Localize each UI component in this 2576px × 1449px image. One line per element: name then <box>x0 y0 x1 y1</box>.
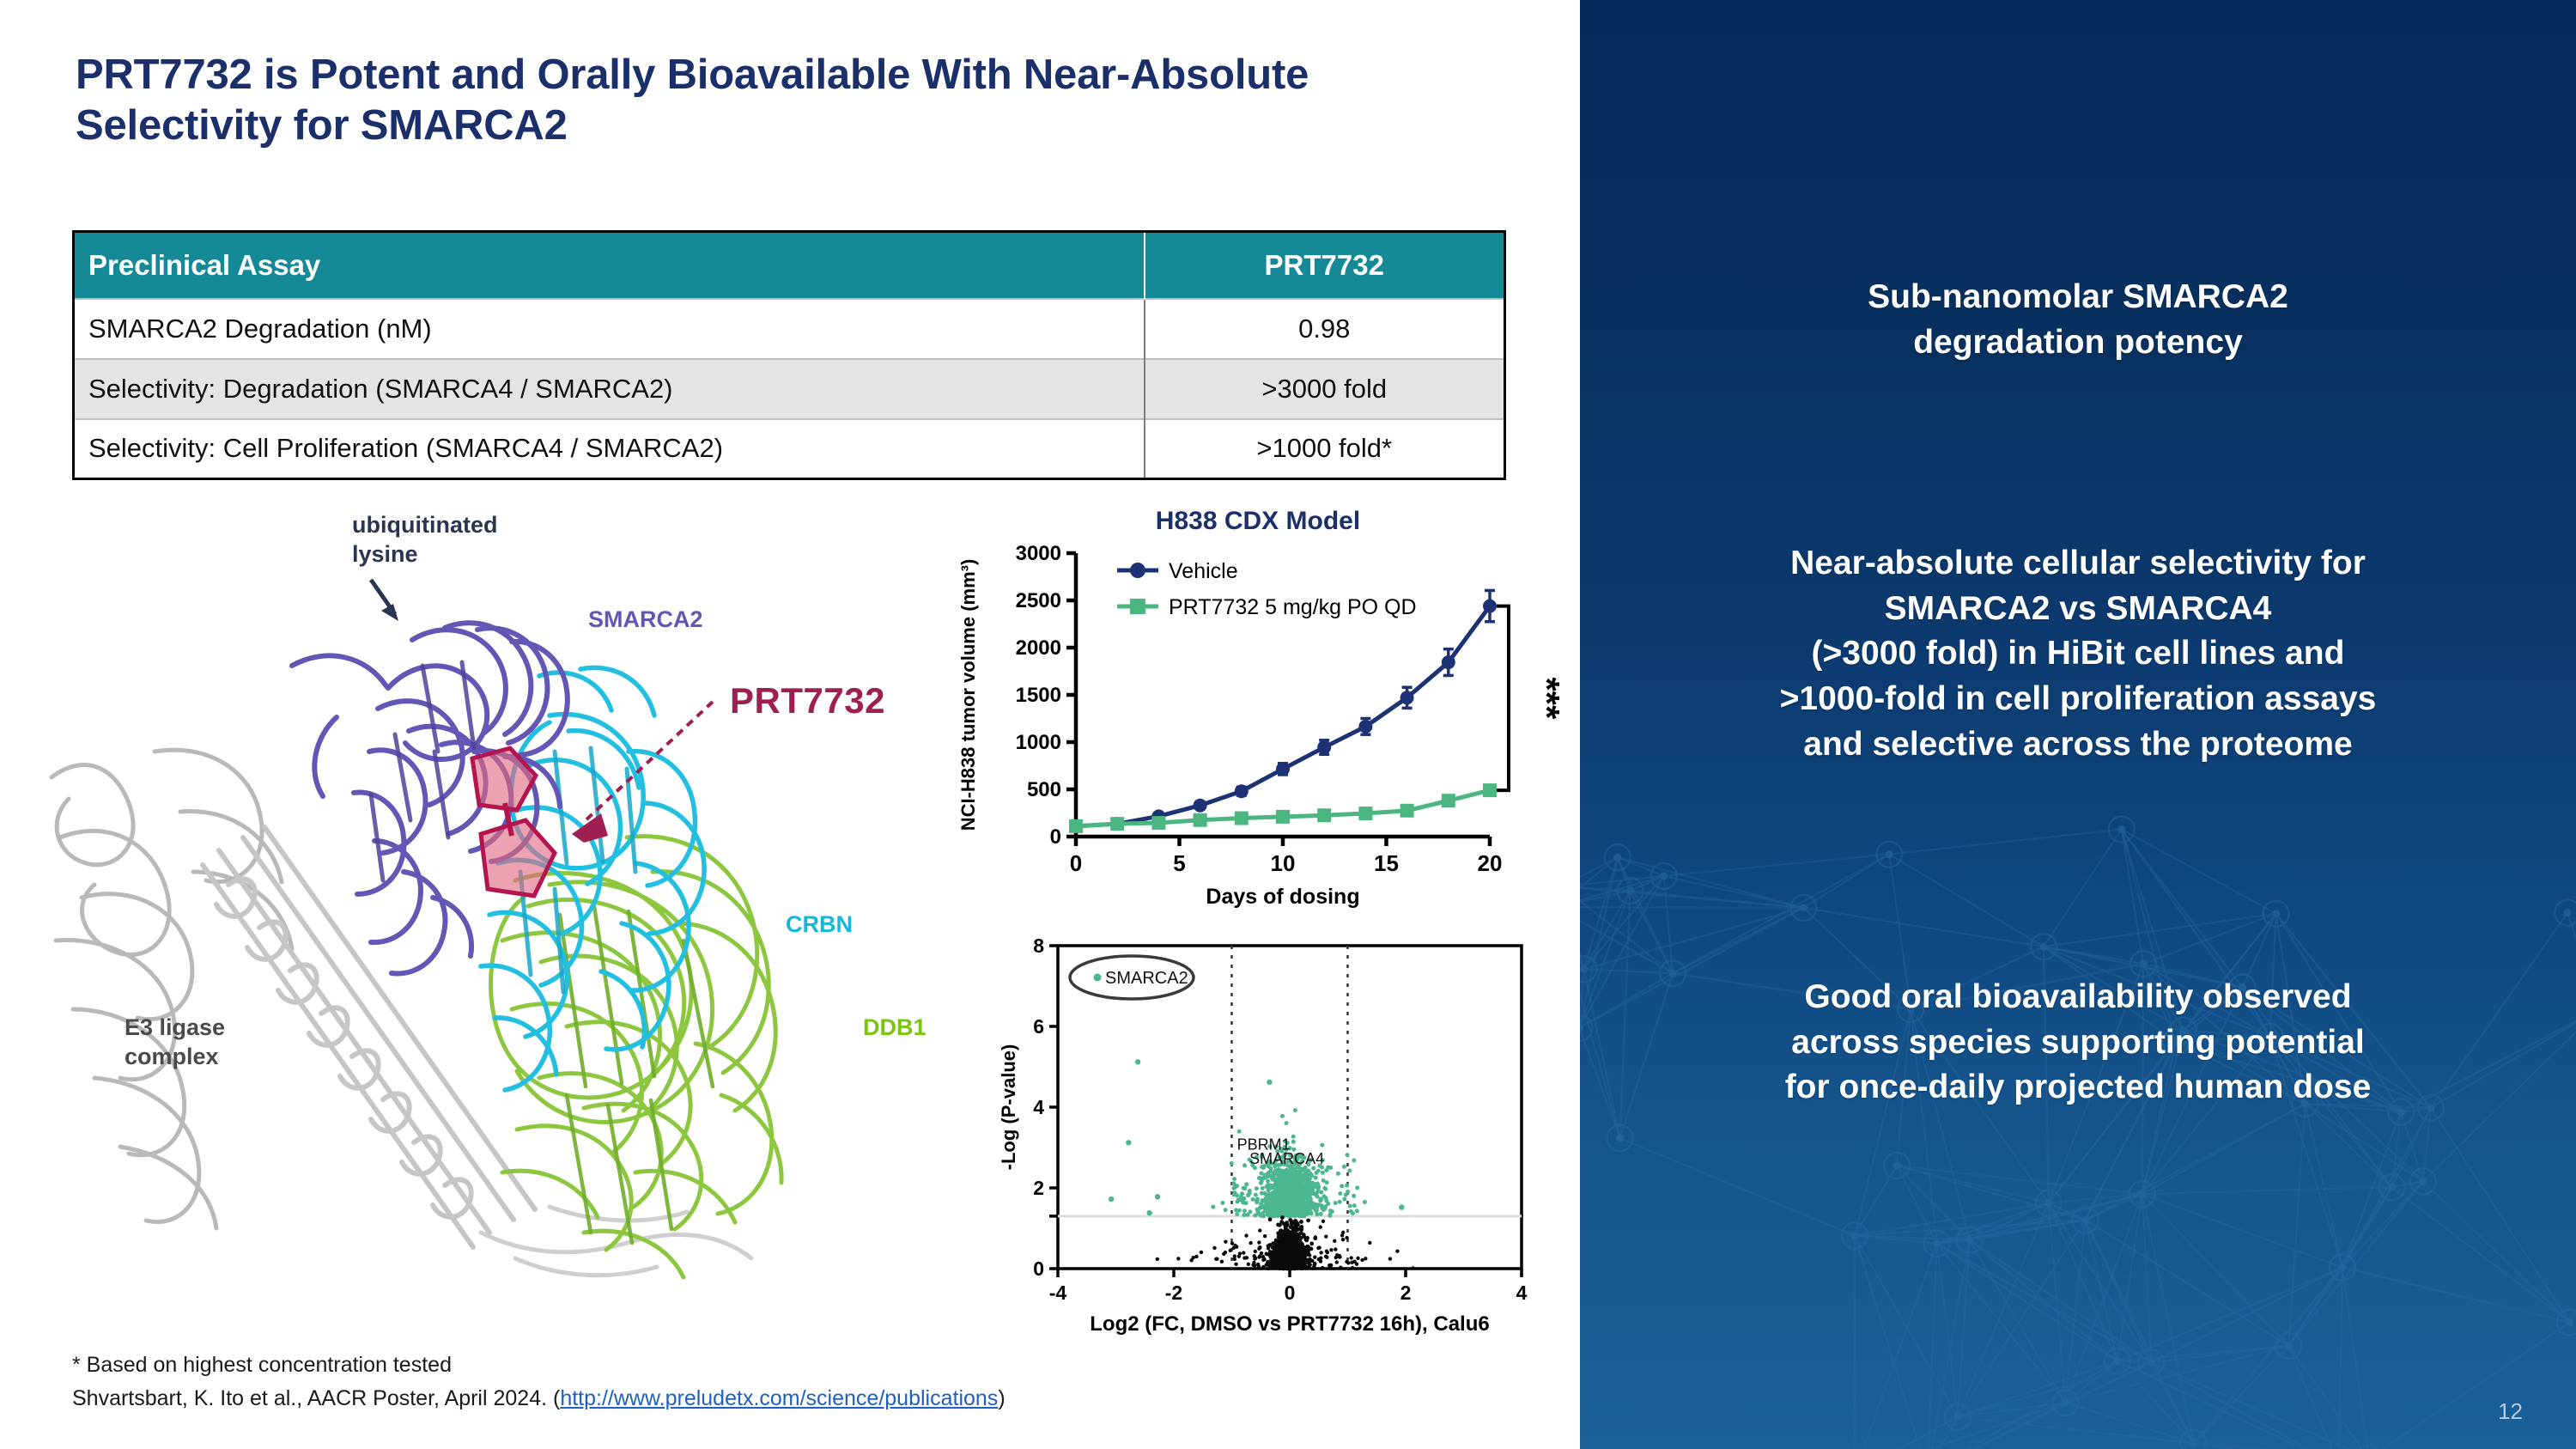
svg-text:PBRM1: PBRM1 <box>1237 1135 1291 1153</box>
summary-block-potency: Sub-nanomolar SMARCA2 degradation potenc… <box>1868 278 2288 361</box>
cell-assay-name: Selectivity: Cell Proliferation (SMARCA4… <box>73 417 1145 479</box>
proteomics-volcano-scatter: -4 -2 0 2 4 0 2 4 6 8 -Log (P-value) Log2 (FC, DMSO… <box>998 935 1528 1336</box>
svg-text:3000: 3000 <box>1016 542 1061 565</box>
svg-text:Log2 (FC, DMSO vs PRT7732 16h): Log2 (FC, DMSO vs PRT7732 16h), Calu6 <box>1090 1312 1489 1336</box>
svg-text:2000: 2000 <box>1016 636 1061 660</box>
page-title: PRT7732 is Potent and Orally Bioavailabl… <box>76 52 1309 149</box>
cell-assay-value: >1000 fold* <box>1143 417 1505 479</box>
svg-text:0: 0 <box>1033 1257 1044 1280</box>
label-e3-ligase-complex: E3 ligase complex <box>125 1014 226 1069</box>
label-prt7732: PRT7732 <box>730 680 885 721</box>
svg-text:***: *** <box>1527 677 1567 720</box>
svg-text:1000: 1000 <box>1016 731 1061 754</box>
svg-text:1500: 1500 <box>1016 684 1061 707</box>
column-header-prt7732: PRT7732 <box>1143 231 1505 299</box>
right-summary-pane: Sub-nanomolar SMARCA2 degradation potenc… <box>1580 0 2576 1449</box>
label-crbn: CRBN <box>786 911 853 937</box>
ddb1-ribbon-shade <box>557 904 715 1245</box>
e3-lower-coils <box>478 1204 754 1278</box>
label-ubiquitinated-lysine: ubiquitinated lysine <box>352 512 498 567</box>
prt7732-pointer-arrow <box>572 700 714 843</box>
svg-text:-Log (P-value): -Log (P-value) <box>998 1044 1019 1171</box>
svg-text:2500: 2500 <box>1016 589 1061 612</box>
svg-text:-4: -4 <box>1049 1282 1067 1304</box>
svg-text:0: 0 <box>1050 825 1061 849</box>
table-row: Selectivity: Degradation (SMARCA4 / SMAR… <box>73 357 1505 419</box>
cell-assay-value: >3000 fold <box>1143 357 1505 419</box>
network-pattern-background <box>1580 815 2576 1449</box>
summary-block-selectivity: Near-absolute cellular selectivity for S… <box>1779 545 2377 763</box>
svg-text:2: 2 <box>1033 1177 1044 1199</box>
svg-text:SMARCA2: SMARCA2 <box>1105 969 1188 988</box>
cell-assay-name: SMARCA2 Degradation (nM) <box>73 297 1145 359</box>
svg-text:2: 2 <box>1400 1282 1412 1304</box>
svg-text:4: 4 <box>1033 1096 1044 1118</box>
e3-ligase-ribbon <box>49 747 295 1231</box>
table-row: Selectivity: Cell Proliferation (SMARCA4… <box>73 417 1505 479</box>
svg-text:6: 6 <box>1033 1015 1044 1038</box>
footer: * Based on highest concentration tested … <box>72 1349 1005 1416</box>
page-number: 12 <box>2498 1398 2523 1424</box>
e3-helix-bundle <box>200 825 538 1250</box>
svg-text:15: 15 <box>1374 850 1399 876</box>
footnote-concentration: * Based on highest concentration tested <box>72 1353 452 1377</box>
protein-structure-figure: ubiquitinated lysine SMARCA2 PRT7732 CRB… <box>34 494 979 1310</box>
cell-assay-name: Selectivity: Degradation (SMARCA4 / SMAR… <box>73 357 1145 419</box>
svg-text:-2: -2 <box>1165 1282 1182 1304</box>
svg-text:500: 500 <box>1027 778 1061 801</box>
column-header-assay: Preclinical Assay <box>73 231 1145 299</box>
svg-text:Vehicle: Vehicle <box>1169 559 1238 583</box>
svg-text:SMARCA4: SMARCA4 <box>1249 1150 1324 1167</box>
volcano-plot: -4 -2 0 2 4 0 2 4 6 8 -Log (P-value) Log2 (FC, DMSO… <box>996 923 1563 1353</box>
left-content-pane: PRT7732 is Potent and Orally Bioavailabl… <box>34 52 1567 1416</box>
summary-block-bioavailability: Good oral bioavailability observed acros… <box>1784 978 2372 1106</box>
svg-text:NCI-H838 tumor volume (mm³): NCI-H838 tumor volume (mm³) <box>957 559 979 831</box>
cell-assay-value: 0.98 <box>1143 297 1505 359</box>
protein-ribbon-diagram <box>49 578 784 1280</box>
citation-prefix: Shvartsbart, K. Ito et al., AACR Poster,… <box>72 1385 561 1410</box>
ubiquitinated-lysine-arrow <box>368 578 398 621</box>
tumor-volume-chart: H838 CDX Model 0 500 1000 1500 2000 2500 3000 0… <box>949 507 1567 910</box>
table-header-row: Preclinical Assay PRT7732 <box>73 231 1505 299</box>
label-ddb1: DDB1 <box>863 1014 927 1040</box>
svg-text:5: 5 <box>1173 850 1185 876</box>
smarca2-ribbon-shade <box>368 660 477 883</box>
svg-text:Days of dosing: Days of dosing <box>1206 885 1359 909</box>
significant-points <box>1108 1059 1405 1219</box>
citation-suffix: ) <box>998 1385 1005 1410</box>
prt7732-ligand <box>470 746 557 898</box>
chart-title-h838: H838 CDX Model <box>1155 507 1361 535</box>
h838-cdx-line-plot: 0 500 1000 1500 2000 2500 3000 0 5 10 15 20 NCI-H838… <box>957 542 1567 909</box>
preclinical-assay-table: Preclinical Assay PRT7732 SMARCA2 Degrad… <box>72 230 1506 480</box>
svg-text:0: 0 <box>1070 850 1082 876</box>
citation-link[interactable]: http://www.preludetx.com/science/publica… <box>560 1385 999 1410</box>
svg-text:0: 0 <box>1285 1282 1296 1304</box>
table-row: SMARCA2 Degradation (nM) 0.98 <box>73 297 1505 359</box>
svg-text:4: 4 <box>1516 1282 1528 1304</box>
svg-text:8: 8 <box>1033 935 1044 957</box>
svg-text:PRT7732 5 mg/kg PO QD: PRT7732 5 mg/kg PO QD <box>1169 595 1417 619</box>
label-smarca2: SMARCA2 <box>588 606 703 632</box>
citation-line: Shvartsbart, K. Ito et al., AACR Poster,… <box>72 1382 1005 1416</box>
svg-text:20: 20 <box>1478 850 1503 876</box>
svg-text:10: 10 <box>1271 850 1296 876</box>
